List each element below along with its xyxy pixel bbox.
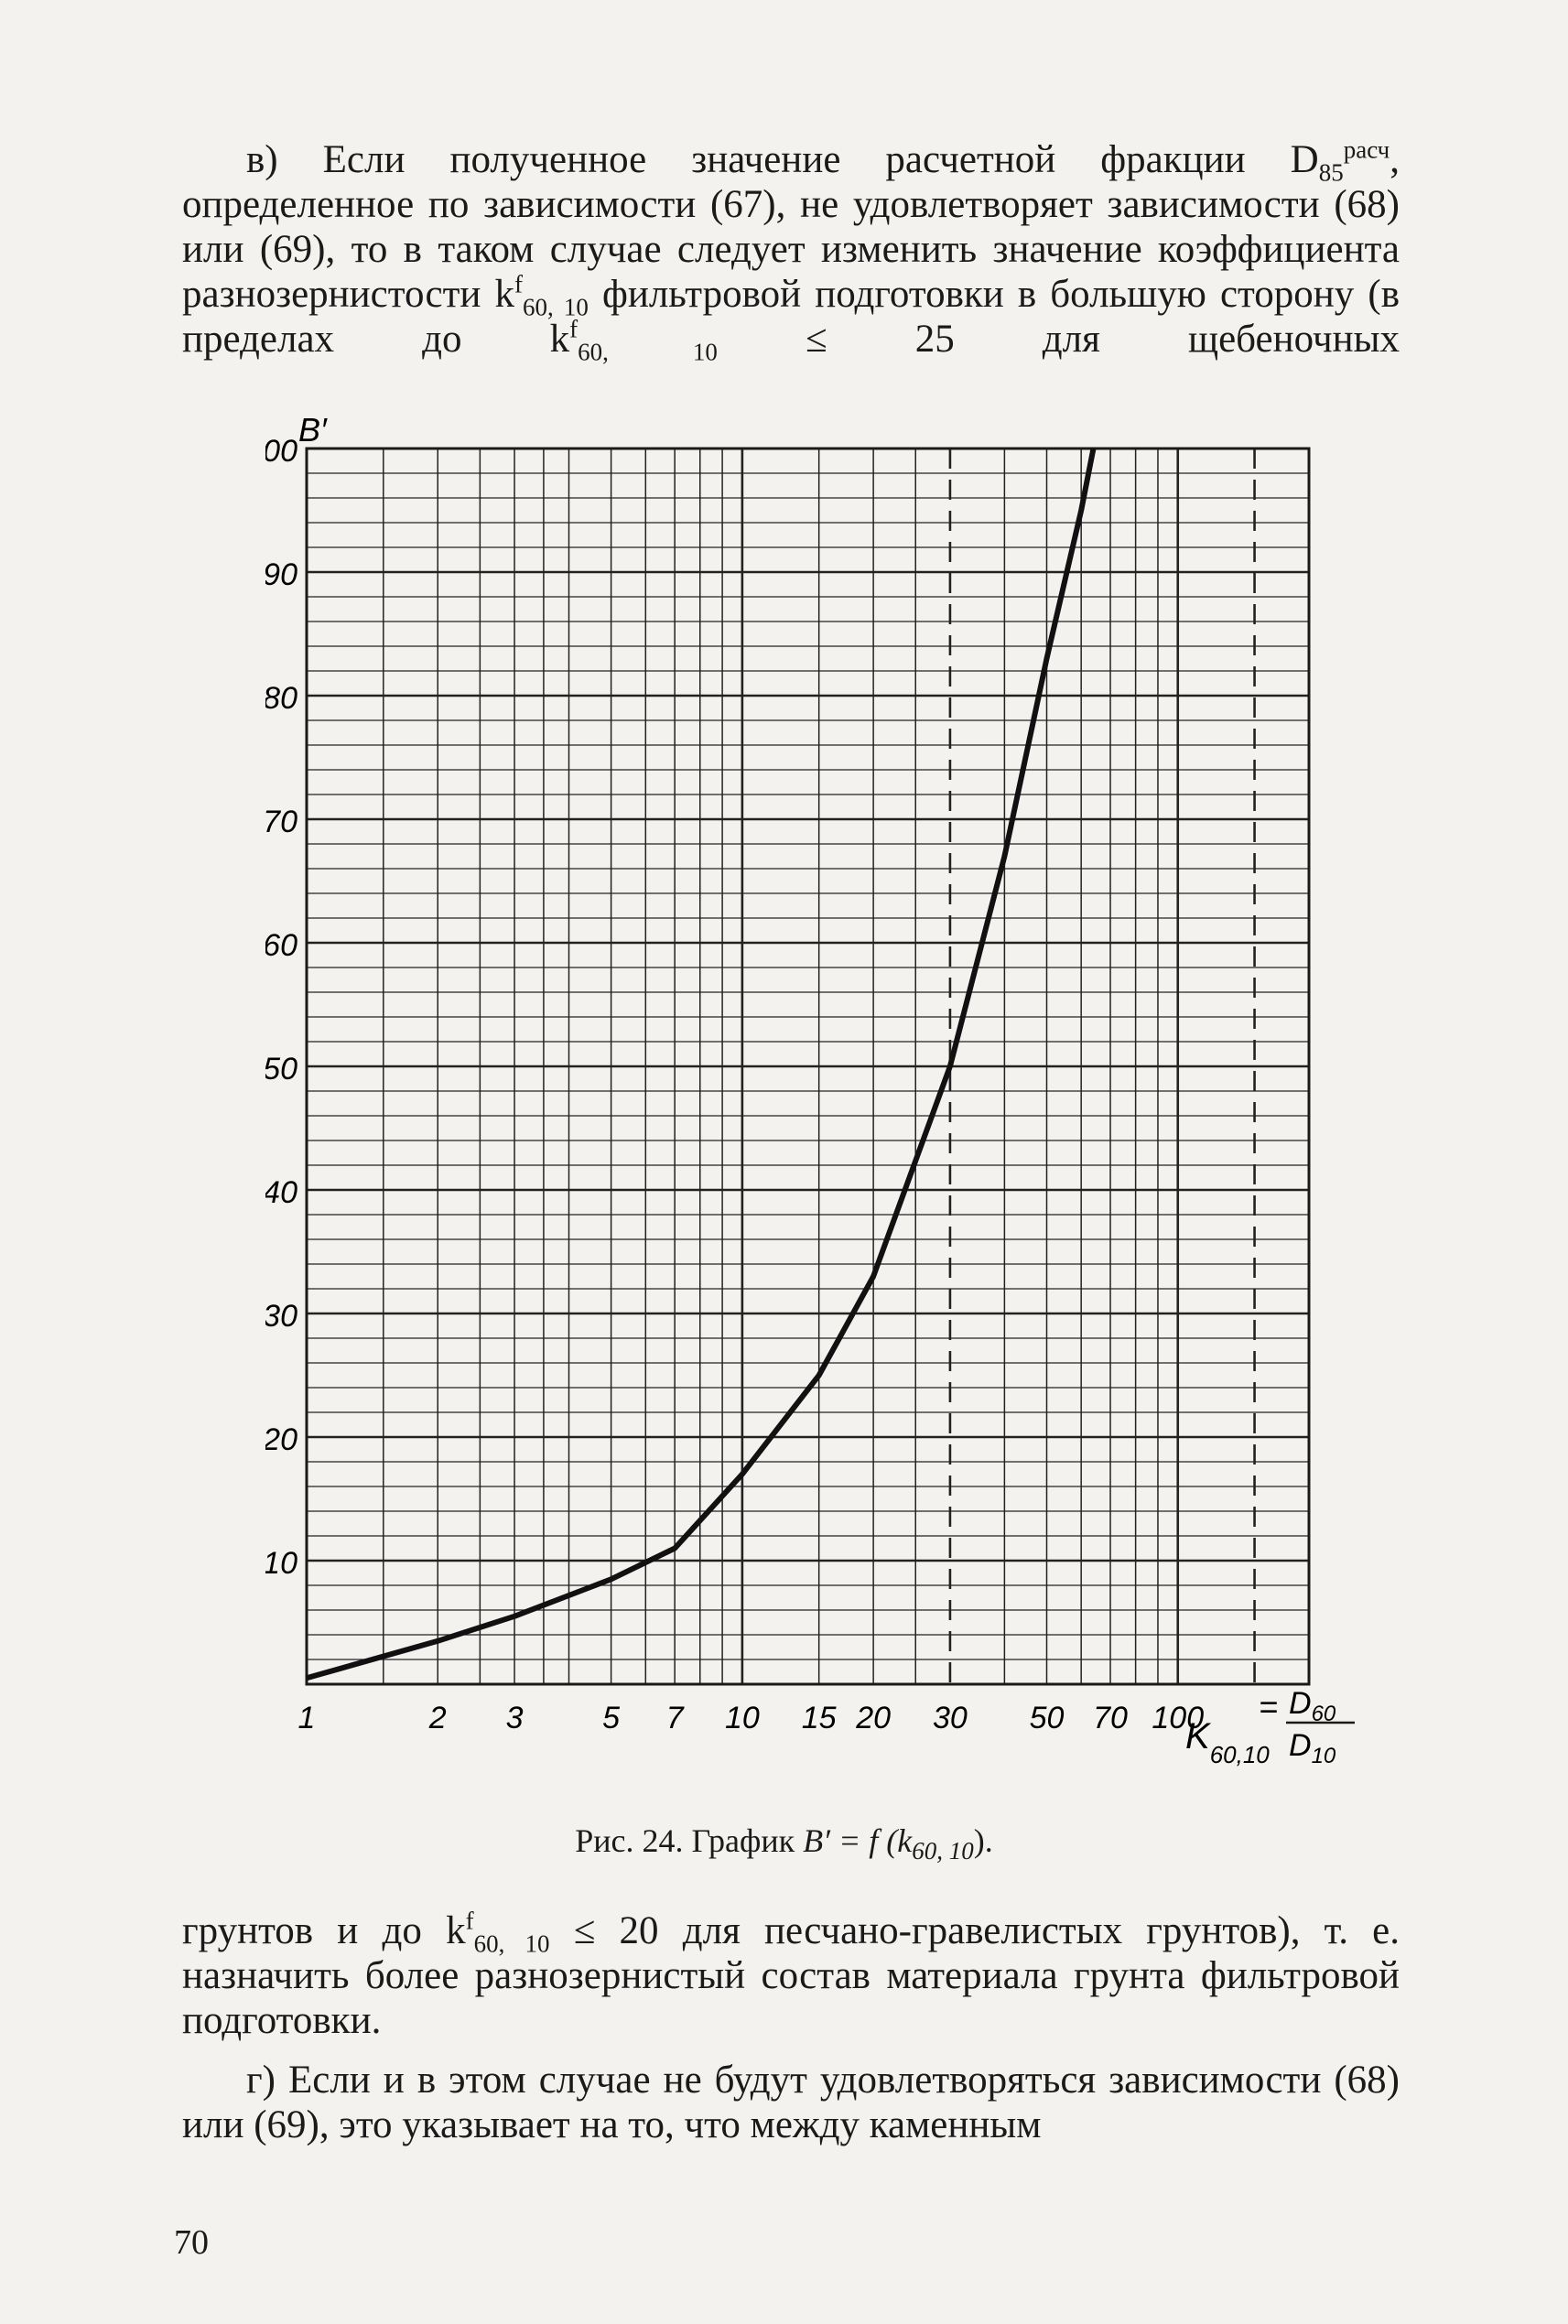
page-number: 70 bbox=[174, 2223, 209, 2262]
x-tick-label: 15 bbox=[802, 1701, 837, 1735]
figure-caption: Рис. 24. График B′ = f (k60, 10). bbox=[575, 1822, 993, 1865]
x-tick-label: 10 bbox=[725, 1701, 760, 1735]
y-tick-label: 90 bbox=[265, 557, 297, 592]
y-tick-label: 80 bbox=[265, 681, 297, 716]
y-tick-label: 60 bbox=[265, 928, 297, 963]
svg-text:D10: D10 bbox=[1289, 1728, 1336, 1768]
x-tick-label: 2 bbox=[428, 1701, 447, 1735]
x-tick-label: 1 bbox=[298, 1701, 316, 1735]
y-tick-label: 10 bbox=[265, 1546, 297, 1581]
svg-text:D60: D60 bbox=[1289, 1686, 1336, 1726]
svg-text:K60,10: K60,10 bbox=[1185, 1716, 1270, 1768]
x-tick-label: 7 bbox=[666, 1701, 685, 1735]
paragraph-top: в) Если полученное значение расчетной фр… bbox=[182, 135, 1400, 366]
x-tick-label: 70 bbox=[1093, 1701, 1128, 1735]
y-tick-label: 70 bbox=[265, 805, 297, 839]
figure-chart: 10 20 30 40 50 60 70 80 90 100 1 2 3 5 7 10 15 20 30 50 70 1… bbox=[265, 411, 1355, 1768]
y-axis-label: B′ bbox=[298, 411, 328, 449]
svg-text:=: = bbox=[1259, 1688, 1278, 1725]
x-axis-label: K60,10 = D60 D10 bbox=[1185, 1686, 1355, 1768]
y-tick-label: 30 bbox=[265, 1299, 297, 1334]
y-tick-label: 50 bbox=[265, 1052, 297, 1086]
x-tick-label: 100 bbox=[1152, 1701, 1204, 1735]
x-tick-label: 20 bbox=[855, 1701, 891, 1735]
x-tick-label: 30 bbox=[933, 1701, 968, 1735]
paragraph-bottom-2: г) Если и в этом случае не будут удовлет… bbox=[182, 2059, 1400, 2146]
y-tick-label: 20 bbox=[265, 1422, 297, 1457]
y-tick-label: 40 bbox=[265, 1175, 297, 1210]
x-tick-label: 50 bbox=[1030, 1701, 1065, 1735]
y-tick-label: 100 bbox=[265, 434, 297, 469]
chart-series-line bbox=[306, 448, 1097, 1681]
x-tick-label: 3 bbox=[506, 1701, 524, 1735]
paragraph-bottom-1: грунтов и до kf60, 10 ≤ 20 для песчано-г… bbox=[182, 1907, 1400, 2042]
x-tick-label: 5 bbox=[602, 1701, 620, 1735]
